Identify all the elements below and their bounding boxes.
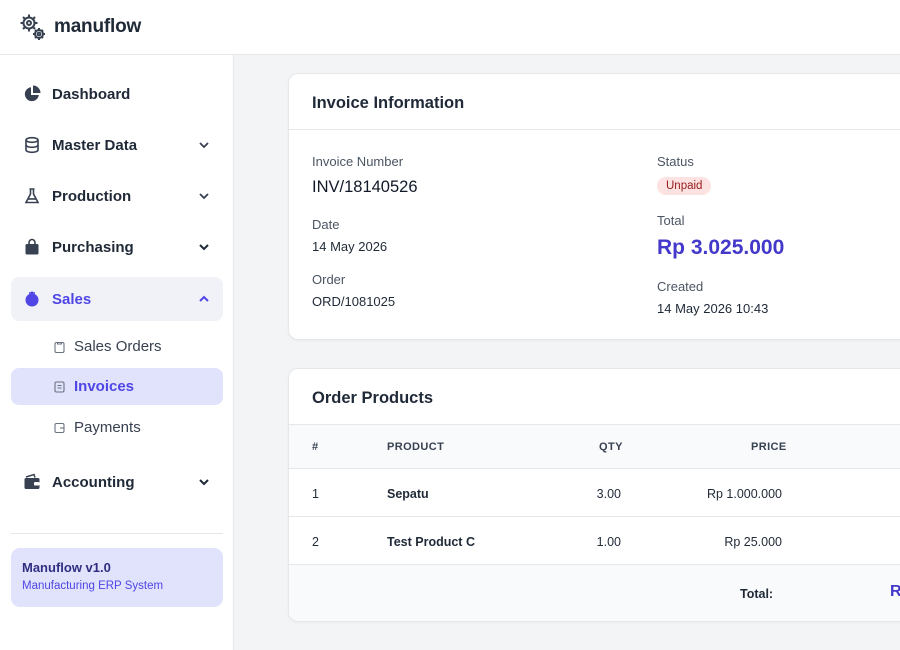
product-price: Rp 1.000.000	[706, 487, 782, 501]
row-number: 2	[312, 535, 319, 549]
footer-total-value: R	[890, 583, 900, 600]
version-title: Manuflow v1.0	[22, 560, 111, 575]
product-name: Test Product C	[387, 535, 475, 549]
card-title: Invoice Information	[289, 74, 900, 130]
wallet-icon	[21, 471, 43, 493]
column-header-price: PRICE	[751, 441, 787, 453]
product-name: Sepatu	[387, 487, 429, 501]
database-icon	[21, 134, 43, 156]
sidebar-subitem-payments[interactable]: Payments	[11, 409, 223, 446]
sidebar-subitem-label: Sales Orders	[74, 338, 162, 355]
chevron-down-icon	[195, 136, 213, 154]
column-header-product: PRODUCT	[387, 441, 445, 453]
column-header-qty: QTY	[599, 441, 623, 453]
product-qty: 1.00	[596, 535, 621, 549]
sidebar-item-accounting[interactable]: Accounting	[11, 460, 223, 504]
invoice-icon	[52, 380, 66, 394]
sidebar: Dashboard Master Data Production Purchas…	[0, 55, 234, 650]
chevron-down-icon	[195, 473, 213, 491]
total-value: Rp 3.025.000	[657, 236, 785, 259]
product-price: Rp 25.000	[724, 535, 782, 549]
total-label: Total	[657, 213, 685, 228]
invoice-number-value: INV/18140526	[312, 178, 418, 196]
flask-icon	[21, 185, 43, 207]
order-label: Order	[312, 272, 346, 287]
chevron-down-icon	[195, 238, 213, 256]
version-info: Manuflow v1.0 Manufacturing ERP System	[11, 548, 223, 607]
date-value: 14 May 2026	[312, 239, 388, 254]
column-header-number: #	[312, 441, 319, 453]
sidebar-subitem-label: Invoices	[74, 378, 135, 395]
status-badge: Unpaid	[657, 177, 712, 195]
sidebar-item-master-data[interactable]: Master Data	[11, 123, 223, 167]
created-label: Created	[657, 279, 704, 294]
sidebar-item-label: Master Data	[52, 136, 138, 154]
table-header: # PRODUCT QTY PRICE	[289, 425, 900, 469]
payment-icon	[52, 421, 66, 435]
card-title: Order Products	[289, 369, 900, 425]
chevron-down-icon	[195, 187, 213, 205]
table-row: 1 Sepatu 3.00 Rp 1.000.000	[289, 469, 900, 517]
table-footer: Total: R	[289, 565, 900, 621]
sidebar-item-sales[interactable]: Sales	[11, 277, 223, 321]
sidebar-subitem-invoices[interactable]: Invoices	[11, 368, 223, 405]
sidebar-item-production[interactable]: Production	[11, 174, 223, 218]
order-value: ORD/1081025	[312, 294, 396, 309]
created-value: 14 May 2026 10:43	[657, 301, 769, 316]
invoice-information-card: Invoice Information Invoice Number INV/1…	[288, 73, 900, 340]
shopping-bag-icon	[21, 236, 43, 258]
sidebar-subitem-sales-orders[interactable]: Sales Orders	[11, 328, 223, 365]
sidebar-subitem-label: Payments	[74, 419, 141, 436]
order-products-card: Order Products # PRODUCT QTY PRICE 1 Sep…	[288, 368, 900, 622]
status-label: Status	[657, 154, 694, 169]
sidebar-item-purchasing[interactable]: Purchasing	[11, 225, 223, 269]
app-name: manuflow	[54, 16, 142, 37]
sidebar-item-label: Purchasing	[52, 238, 134, 256]
sales-icon	[21, 288, 43, 310]
pie-chart-icon	[21, 83, 43, 105]
invoice-number-label: Invoice Number	[312, 154, 404, 169]
product-qty: 3.00	[596, 487, 621, 501]
chevron-up-icon	[195, 290, 213, 308]
sidebar-item-label: Accounting	[52, 473, 135, 491]
footer-total-label: Total:	[740, 587, 774, 601]
top-bar: manuflow	[0, 0, 900, 55]
sidebar-item-label: Sales	[52, 290, 92, 308]
clipboard-icon	[52, 340, 66, 354]
row-number: 1	[312, 487, 319, 501]
version-subtitle: Manufacturing ERP System	[22, 580, 164, 592]
sidebar-item-dashboard[interactable]: Dashboard	[11, 72, 223, 116]
table-row: 2 Test Product C 1.00 Rp 25.000	[289, 517, 900, 565]
date-label: Date	[312, 217, 340, 232]
sidebar-item-label: Production	[52, 187, 132, 205]
gears-logo-icon	[18, 12, 48, 42]
sidebar-item-label: Dashboard	[52, 85, 131, 103]
sidebar-divider	[11, 533, 223, 534]
